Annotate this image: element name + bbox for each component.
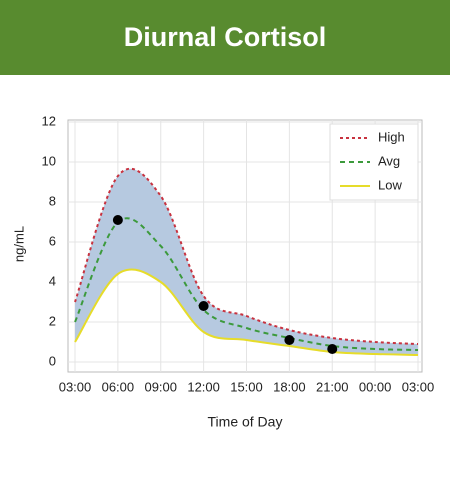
y-tick-label: 4: [49, 273, 56, 288]
y-tick-label: 0: [49, 353, 56, 368]
data-point: [327, 344, 338, 354]
y-tick-label: 10: [42, 153, 56, 168]
legend-label: Avg: [378, 153, 400, 168]
x-tick-label: 03:00: [402, 379, 435, 394]
x-tick-label: 15:00: [230, 379, 263, 394]
y-tick-label: 6: [49, 233, 56, 248]
header: [0, 0, 450, 75]
x-tick-label: 21:00: [316, 379, 349, 394]
data-point: [284, 335, 295, 345]
legend-label: Low: [378, 177, 402, 192]
y-axis-label: ng/mL: [11, 226, 26, 262]
series-line: [74, 268, 419, 356]
range-band: [75, 168, 418, 355]
x-tick-label: 12:00: [187, 379, 220, 394]
x-tick-label: 18:00: [273, 379, 306, 394]
series-line: [74, 167, 419, 345]
data-point: [198, 301, 209, 311]
data-point: [112, 215, 123, 225]
chart-title: Diurnal Cortisol: [124, 22, 327, 52]
x-axis-label: Time of Day: [208, 414, 283, 430]
y-tick-label: 2: [49, 313, 56, 328]
legend-label: High: [378, 129, 405, 144]
x-tick-label: 06:00: [102, 379, 135, 394]
y-tick-label: 8: [49, 193, 56, 208]
y-tick-label: 12: [42, 113, 56, 128]
x-tick-label: 00:00: [359, 379, 392, 394]
x-tick-label: 09:00: [144, 379, 177, 394]
x-tick-label: 03:00: [59, 379, 92, 394]
